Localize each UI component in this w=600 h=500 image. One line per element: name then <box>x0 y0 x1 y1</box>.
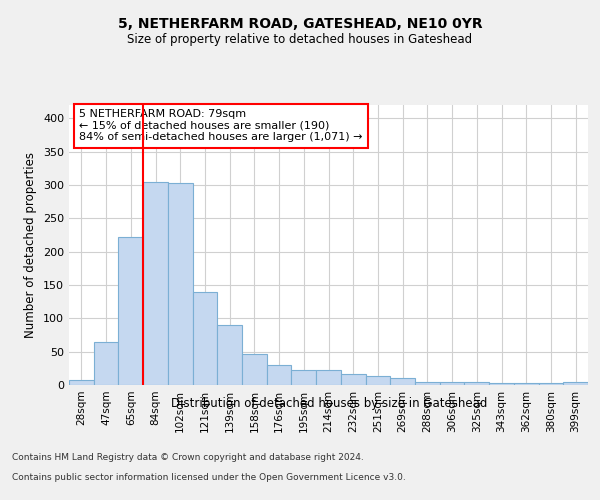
Bar <box>539 383 563 385</box>
Bar <box>118 237 143 385</box>
Bar <box>415 382 440 385</box>
Bar <box>563 382 588 385</box>
Y-axis label: Number of detached properties: Number of detached properties <box>25 152 37 338</box>
Text: Contains HM Land Registry data © Crown copyright and database right 2024.: Contains HM Land Registry data © Crown c… <box>12 454 364 462</box>
Text: 5, NETHERFARM ROAD, GATESHEAD, NE10 0YR: 5, NETHERFARM ROAD, GATESHEAD, NE10 0YR <box>118 18 482 32</box>
Bar <box>316 370 341 385</box>
Text: Distribution of detached houses by size in Gateshead: Distribution of detached houses by size … <box>170 398 487 410</box>
Text: Contains public sector information licensed under the Open Government Licence v3: Contains public sector information licen… <box>12 474 406 482</box>
Bar <box>292 370 316 385</box>
Bar <box>341 374 365 385</box>
Bar <box>267 365 292 385</box>
Bar <box>217 325 242 385</box>
Bar <box>168 183 193 385</box>
Text: 5 NETHERFARM ROAD: 79sqm
← 15% of detached houses are smaller (190)
84% of semi-: 5 NETHERFARM ROAD: 79sqm ← 15% of detach… <box>79 109 363 142</box>
Bar <box>514 383 539 385</box>
Bar <box>143 182 168 385</box>
Bar <box>489 383 514 385</box>
Text: Size of property relative to detached houses in Gateshead: Size of property relative to detached ho… <box>127 32 473 46</box>
Bar <box>94 342 118 385</box>
Bar <box>193 292 217 385</box>
Bar <box>242 354 267 385</box>
Bar <box>464 382 489 385</box>
Bar <box>69 380 94 385</box>
Bar <box>365 376 390 385</box>
Bar <box>390 378 415 385</box>
Bar <box>440 382 464 385</box>
